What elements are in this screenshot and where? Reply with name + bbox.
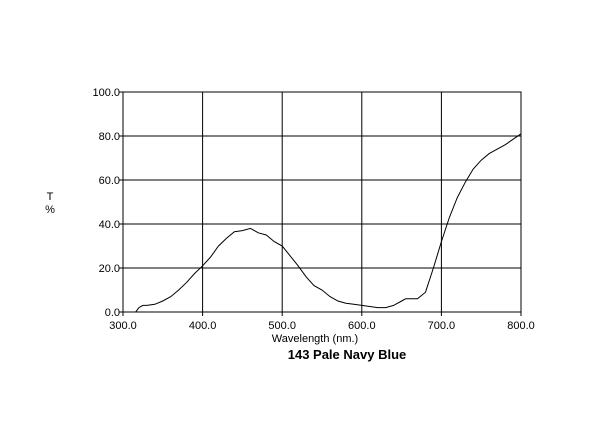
x-tick-label: 800.0 xyxy=(507,320,535,332)
x-tick-label: 300.0 xyxy=(109,320,137,332)
plot-area xyxy=(122,91,522,313)
y-tick-label: 40.0 xyxy=(99,219,120,231)
y-axis-label-line-2: % xyxy=(45,204,55,216)
grid-lines xyxy=(119,91,522,316)
y-tick-label: 60.0 xyxy=(99,175,120,187)
x-tick-label: 700.0 xyxy=(428,320,456,332)
y-tick-label: 20.0 xyxy=(99,263,120,275)
transmission-series-line xyxy=(135,133,522,313)
x-axis-label: Wavelength (nm.) xyxy=(272,333,358,345)
y-tick-label: 80.0 xyxy=(99,131,120,143)
y-axis-ticks: 0.0 20.0 40.0 60.0 80.0 100.0 xyxy=(92,87,120,319)
y-tick-label: 0.0 xyxy=(105,307,120,319)
x-tick-label: 600.0 xyxy=(348,320,376,332)
y-tick-label: 100.0 xyxy=(92,87,120,99)
chart-title: 143 Pale Navy Blue xyxy=(288,347,407,362)
y-axis-label-line-1: T xyxy=(47,191,54,203)
x-tick-label: 400.0 xyxy=(189,320,217,332)
x-axis-ticks: 300.0 400.0 500.0 600.0 700.0 800.0 xyxy=(109,320,535,332)
x-tick-label: 500.0 xyxy=(268,320,296,332)
